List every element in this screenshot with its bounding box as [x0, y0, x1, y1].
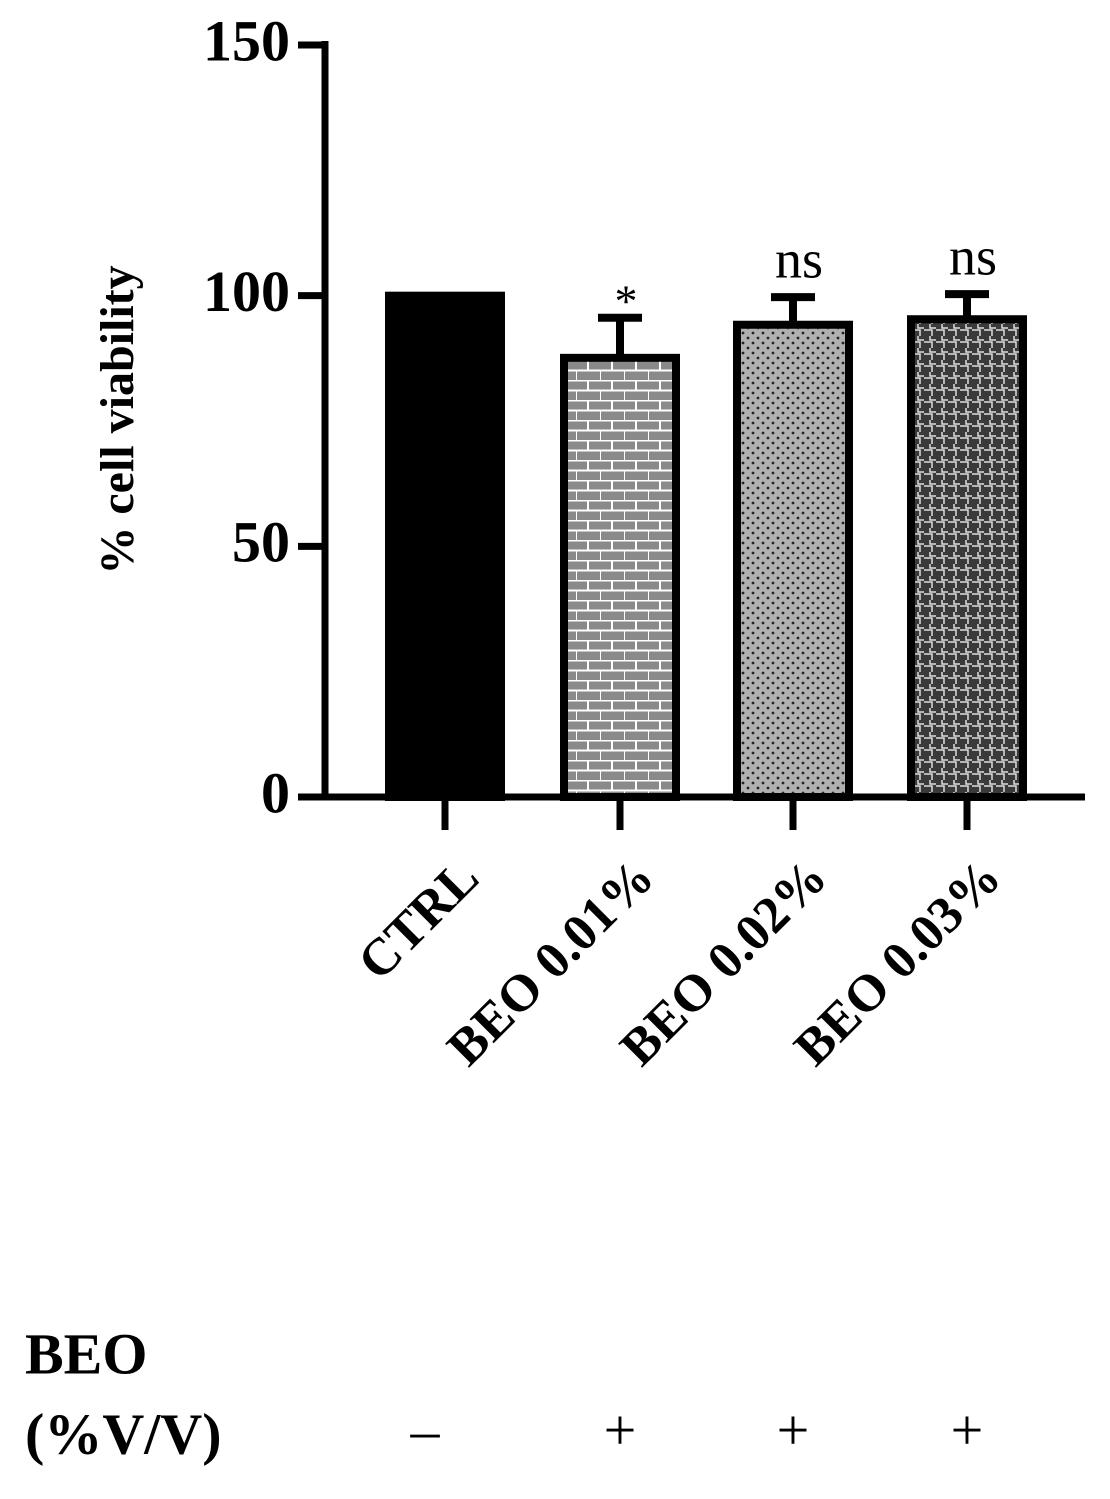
significance-label: ns [775, 230, 823, 290]
error-bar [771, 293, 815, 325]
significance-label: ns [949, 227, 997, 287]
y-tick-label: 150 [203, 8, 290, 73]
treatment-sign: + [951, 1397, 984, 1462]
treatment-sign: + [777, 1397, 810, 1462]
error-bar [598, 313, 642, 358]
treatment-sign: – [410, 1397, 441, 1462]
error-bar [945, 290, 989, 320]
y-tick-label: 50 [232, 510, 290, 575]
bar-pattern [915, 323, 1019, 793]
bar-pattern [568, 361, 672, 793]
y-axis-label: % cell viability [91, 265, 144, 574]
treatment-label: (%V/V) [25, 1401, 222, 1466]
x-tick-label: CTRL [347, 849, 489, 991]
treatment-sign: + [604, 1397, 637, 1462]
bar [385, 291, 505, 801]
y-tick-label: 0 [261, 760, 290, 825]
treatment-label: BEO [25, 1321, 148, 1386]
bar-pattern [741, 328, 845, 793]
y-tick-label: 100 [203, 259, 290, 324]
significance-label: * [615, 275, 638, 326]
